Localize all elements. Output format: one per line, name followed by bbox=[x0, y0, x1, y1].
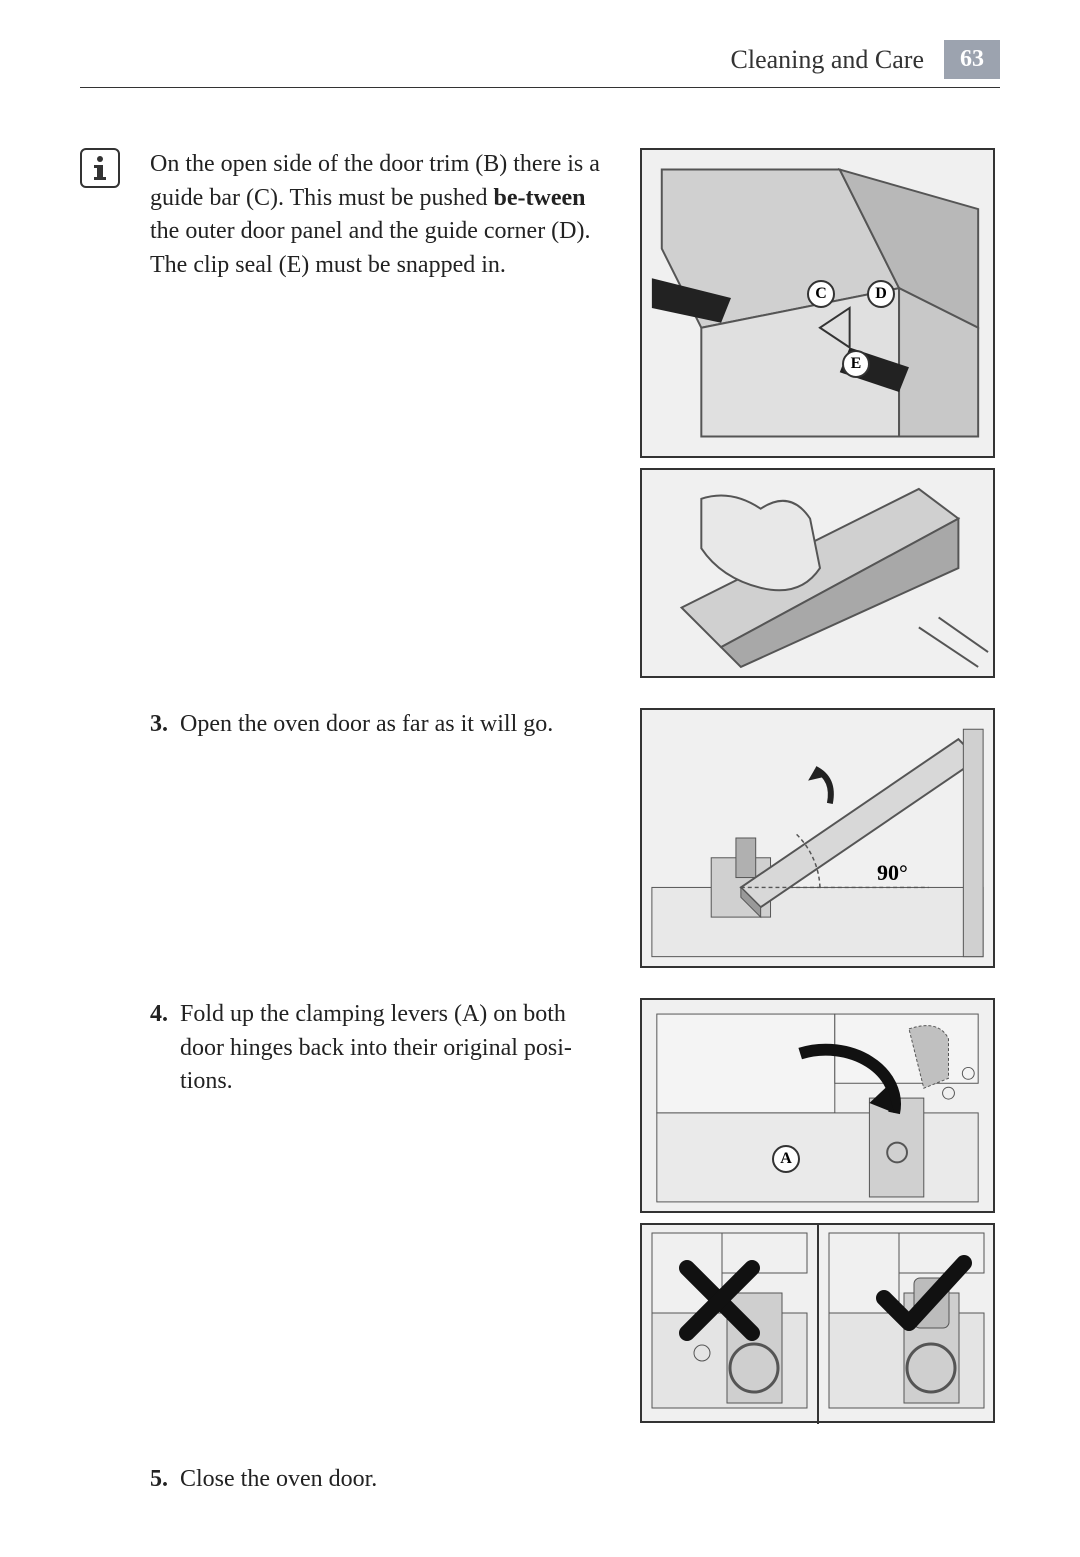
diagram-hand-push bbox=[640, 468, 995, 678]
step-5-row: 5. Close the oven door. bbox=[80, 1463, 1000, 1497]
label-c: C bbox=[807, 280, 835, 308]
section-title: Cleaning and Care bbox=[731, 45, 925, 75]
label-a: A bbox=[772, 1145, 800, 1173]
icon-column bbox=[80, 148, 150, 188]
door-90-svg bbox=[642, 708, 993, 968]
step-5-text: 5. Close the oven door. bbox=[150, 1463, 1000, 1497]
right-panel bbox=[819, 1223, 994, 1424]
diagram-door-open-90: 90° bbox=[640, 708, 995, 968]
list-item-4: 4. Fold up the clamping levers (A) on bo… bbox=[150, 998, 610, 1099]
info-text-p2: the outer door panel and the guide corne… bbox=[150, 218, 591, 244]
hand-push-svg bbox=[642, 468, 993, 678]
label-d: D bbox=[867, 280, 895, 308]
step-5-num: 5. bbox=[150, 1463, 180, 1497]
wrong-panel bbox=[642, 1223, 819, 1424]
cross-mark-icon bbox=[677, 1258, 762, 1343]
step-5-content: Close the oven door. bbox=[180, 1463, 377, 1497]
info-text-bold: be-tween bbox=[494, 185, 586, 211]
clamp-lever-svg bbox=[642, 998, 993, 1213]
info-glyph-icon bbox=[90, 155, 110, 181]
check-mark-icon bbox=[874, 1253, 974, 1338]
diagram-clamp-lever: A bbox=[640, 998, 995, 1213]
info-note-row: On the open side of the door trim (B) th… bbox=[80, 148, 1000, 688]
step-4-row: 4. Fold up the clamping levers (A) on bo… bbox=[80, 998, 1000, 1433]
angle-90-label: 90° bbox=[877, 860, 908, 886]
step-4-num: 4. bbox=[150, 998, 180, 1099]
step-4-text: 4. Fold up the clamping levers (A) on bo… bbox=[150, 998, 640, 1099]
page-number: 63 bbox=[944, 40, 1000, 79]
step-3-num: 3. bbox=[150, 708, 180, 742]
step-3-content: Open the oven door as far as it will go. bbox=[180, 708, 553, 742]
list-item-5: 5. Close the oven door. bbox=[150, 1463, 970, 1497]
info-text: On the open side of the door trim (B) th… bbox=[150, 148, 640, 282]
info-icon bbox=[80, 148, 120, 188]
list-item-3: 3. Open the oven door as far as it will … bbox=[150, 708, 610, 742]
diagram-right-wrong bbox=[640, 1223, 995, 1423]
diagram-column-4: A bbox=[640, 998, 1000, 1433]
step-4-content: Fold up the clamping levers (A) on both … bbox=[180, 998, 610, 1099]
info-text-p3: The clip seal (E) must be snapped in. bbox=[150, 252, 506, 278]
diagram-column-3: 90° bbox=[640, 708, 1000, 978]
diagram-column-1: C D E bbox=[640, 148, 1000, 688]
step-3-text: 3. Open the oven door as far as it will … bbox=[150, 708, 640, 742]
page-header: Cleaning and Care 63 bbox=[80, 40, 1000, 88]
diagram-door-trim: C D E bbox=[640, 148, 995, 458]
label-e: E bbox=[842, 350, 870, 378]
page-container: Cleaning and Care 63 On the open side of… bbox=[0, 0, 1080, 1557]
step-3-row: 3. Open the oven door as far as it will … bbox=[80, 708, 1000, 978]
